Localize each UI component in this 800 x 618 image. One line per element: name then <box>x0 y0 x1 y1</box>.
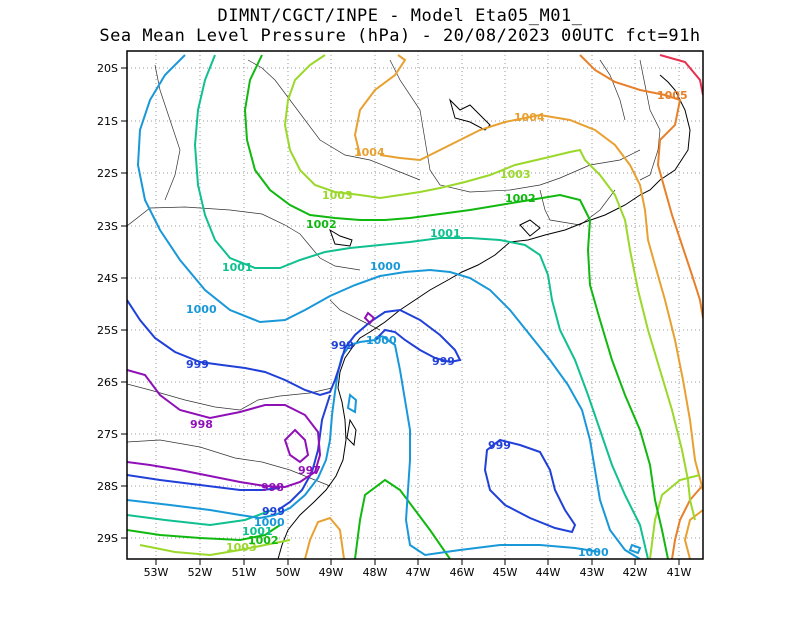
lon-label: 53W <box>144 566 169 579</box>
contour-label: 1003 <box>226 541 257 554</box>
lat-label: 20S <box>97 62 118 75</box>
isobar-1000-loop <box>381 335 601 557</box>
isobar-1002-sw <box>127 524 281 542</box>
isobar-998 <box>127 369 322 489</box>
lon-label: 48W <box>363 566 388 579</box>
contour-label: 1000 <box>254 516 285 529</box>
contour-label: 1003 <box>322 189 353 202</box>
isobar-1006 <box>659 54 703 96</box>
lon-label: 46W <box>450 566 475 579</box>
lat-label: 26S <box>97 376 118 389</box>
isobar-1002 <box>243 54 669 559</box>
contour-label: 998 <box>261 481 284 494</box>
contour-label: 999 <box>432 355 455 368</box>
lat-label: 28S <box>97 480 118 493</box>
longitude-labels: 53W 52W 51W 50W 49W 48W 47W 46W 45W 44W … <box>144 566 692 579</box>
lat-label: 27S <box>97 428 118 441</box>
tick-marks <box>121 67 680 565</box>
contour-label: 1000 <box>366 334 397 347</box>
map-frame <box>126 50 704 560</box>
contour-label: 1000 <box>370 260 401 273</box>
lon-label: 51W <box>232 566 257 579</box>
lat-label: 25S <box>97 324 118 337</box>
isobar-1000-north <box>136 54 641 559</box>
isobar-1003-sw <box>139 539 291 557</box>
isobar-1004-sw <box>304 516 345 559</box>
contour-label: 1002 <box>505 192 536 205</box>
isobar-1003 <box>359 148 696 521</box>
contour-label: 1001 <box>242 525 273 538</box>
lat-label: 23S <box>97 220 118 233</box>
lat-label: 24S <box>97 272 118 285</box>
contour-label: 1004 <box>354 146 385 159</box>
isobar-998-small <box>363 311 376 325</box>
contour-label: 1001 <box>222 261 253 274</box>
contour-label: 1002 <box>248 534 279 547</box>
isobar-1001 <box>193 54 649 559</box>
contour-label: 999 <box>186 358 209 371</box>
isobar-1000-small2 <box>628 543 642 555</box>
contour-label: 1002 <box>306 218 337 231</box>
contour-label: 998 <box>190 418 213 431</box>
isobar-1005-south <box>671 484 703 559</box>
lon-label: 41W <box>667 566 692 579</box>
isobar-999-sw <box>127 474 281 491</box>
isobar-1000-small <box>346 393 358 414</box>
contour-label: 1003 <box>500 168 531 181</box>
contour-label: 999 <box>331 339 354 352</box>
contour-label: 997 <box>298 464 321 477</box>
isobar-997 <box>283 428 310 464</box>
lon-label: 44W <box>536 566 561 579</box>
latitude-labels: 20S 21S 22S 23S 24S 25S 26S 27S 28S 29S <box>97 62 118 545</box>
isobar-1003-south <box>649 474 701 559</box>
isobar-1003-north <box>283 54 361 196</box>
contour-label: 999 <box>488 439 511 452</box>
state-borders <box>127 59 661 487</box>
lon-label: 45W <box>493 566 518 579</box>
chart-title-line2: Sea Mean Level Pressure (hPa) - 20/08/20… <box>99 26 701 46</box>
isobar-1002-s <box>354 478 451 559</box>
contour-labels: 1005 1004 1004 1003 1003 1003 1002 1002 … <box>186 89 688 559</box>
isobar-999-west <box>277 394 331 511</box>
lon-label: 42W <box>623 566 648 579</box>
lon-label: 49W <box>319 566 344 579</box>
isobar-1004 <box>379 113 703 491</box>
isobar-999-north <box>127 299 462 397</box>
lon-label: 43W <box>580 566 605 579</box>
lat-label: 29S <box>97 532 118 545</box>
contour-label: 1000 <box>186 303 217 316</box>
isobar-1005 <box>579 54 703 319</box>
lon-label: 47W <box>406 566 431 579</box>
isobars <box>127 54 703 559</box>
lon-label: 52W <box>188 566 213 579</box>
contour-label: 1000 <box>578 546 609 559</box>
contour-label: 1001 <box>430 227 461 240</box>
lat-label: 22S <box>97 167 118 180</box>
chart-title-line1: DIMNT/CGCT/INPE - Model Eta05_M01_ <box>217 6 583 26</box>
isobar-1004-south <box>683 509 703 559</box>
contour-label: 1004 <box>514 111 545 124</box>
lat-label: 21S <box>97 115 118 128</box>
isobar-1004-north <box>353 54 407 156</box>
isobar-999-east <box>483 438 577 534</box>
lon-label: 50W <box>276 566 301 579</box>
isobar-1000 <box>127 335 383 520</box>
grid-lines <box>127 51 703 559</box>
contour-label: 999 <box>262 505 285 518</box>
contour-label: 1005 <box>657 89 688 102</box>
